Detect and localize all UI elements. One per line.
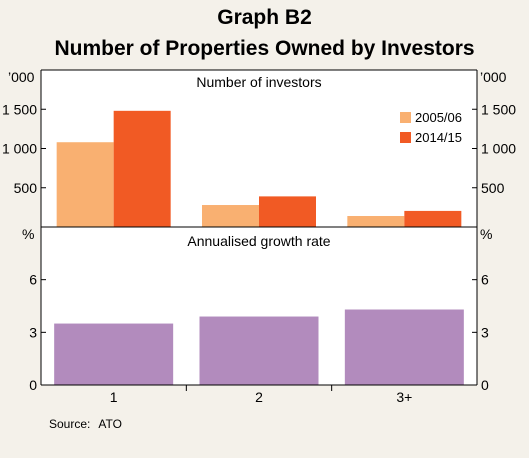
source-note: Source: ATO [49,417,122,431]
x-tick-label-2: 2 [255,389,263,405]
top-y-tick-label-right: 500 [481,180,505,196]
bar-growth-cat-1 [54,323,174,385]
bar-investors-2005-06-cat-3plus [347,216,405,227]
top-y-tick-label-left: 1 000 [2,141,37,157]
bottom-y-tick-label-right: 6 [481,272,489,288]
bar-investors-2005-06-cat-1 [56,142,114,227]
page-subtitle: Number of Properties Owned by Investors [54,37,475,60]
bottom-unit-right: % [480,226,492,242]
legend-label-2005-06: 2005/06 [415,110,462,125]
source-value: ATO [98,417,122,431]
x-tick-label-1: 1 [110,389,118,405]
bar-investors-2014-15-cat-3plus [404,210,462,227]
bar-investors-2014-15-cat-2 [259,196,316,227]
bar-growth-cat-2 [199,316,319,385]
bottom-y-tick-label-left: 3 [29,324,37,340]
legend-swatch-2014-15 [400,132,411,143]
top-panel-title: Number of investors [196,74,321,90]
top-unit-left: ’000 [8,69,35,85]
top-y-tick-label-right: 1 000 [481,141,516,157]
bottom-y-tick-label-left: 6 [29,272,37,288]
bottom-y-tick-label-left: 0 [29,377,37,393]
bottom-unit-left: % [22,226,34,242]
legend-label-2014-15: 2014/15 [415,130,462,145]
top-y-tick-label-left: 500 [14,180,38,196]
top-unit-right: ’000 [480,69,507,85]
page-title: Graph B2 [217,6,312,29]
bar-growth-cat-3plus [344,309,464,385]
x-tick-label-3plus: 3+ [396,389,412,405]
bottom-panel-title: Annualised growth rate [187,233,330,249]
bar-investors-2014-15-cat-1 [113,110,171,227]
bar-investors-2005-06-cat-2 [202,205,259,227]
top-y-tick-label-left: 1 500 [2,101,37,117]
bottom-y-tick-label-right: 3 [481,324,489,340]
top-y-tick-label-right: 1 500 [481,101,516,117]
bottom-y-tick-label-right: 0 [481,377,489,393]
source-label: Source: [49,417,91,431]
legend-swatch-2005-06 [400,112,411,123]
